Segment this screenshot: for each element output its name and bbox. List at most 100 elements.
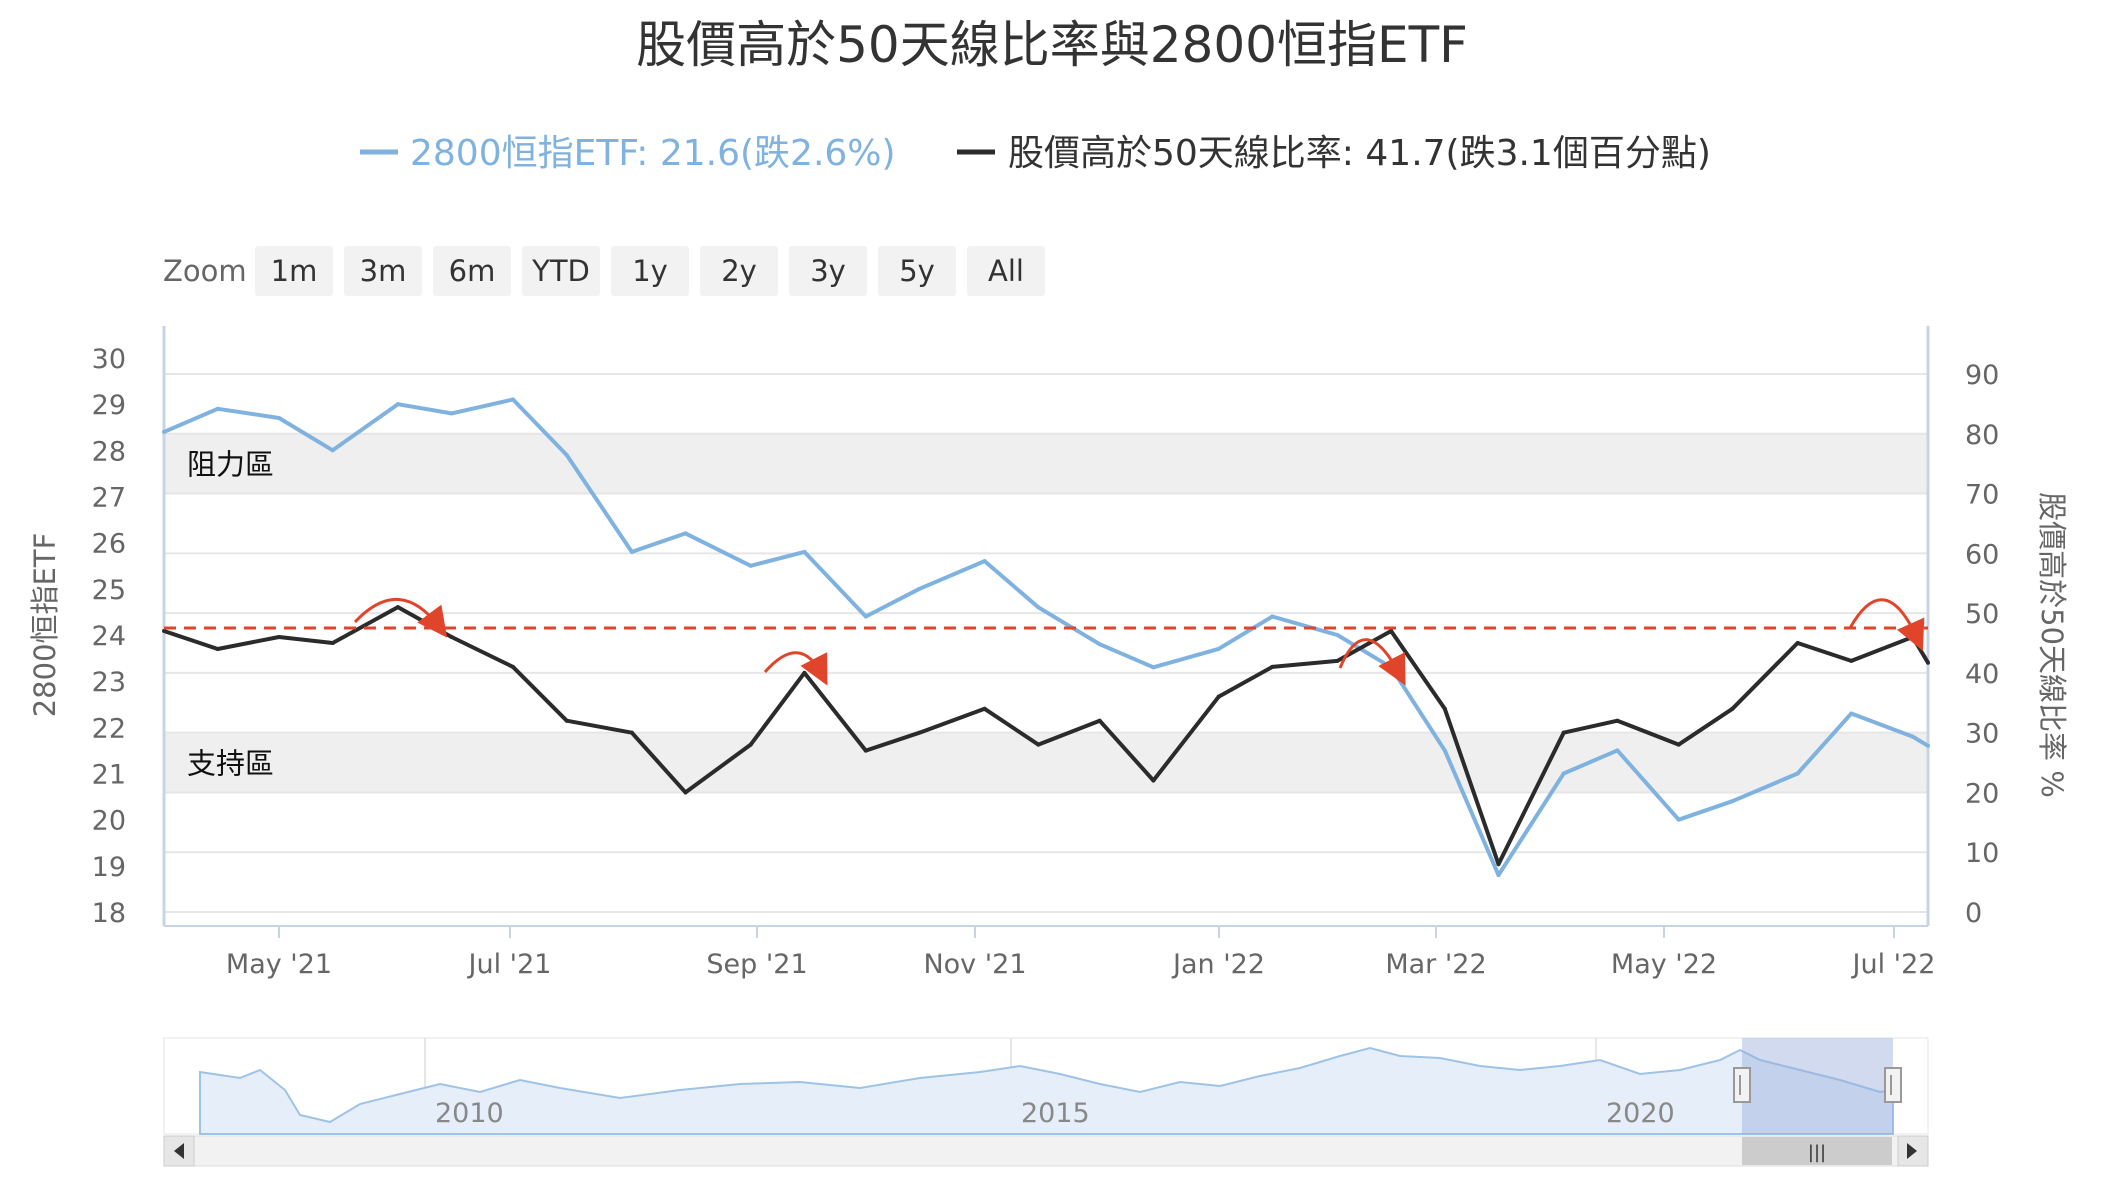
data-point-etf xyxy=(215,406,220,411)
legend-item-etf[interactable]: 2800恒指ETF: 21.6(跌2.6%) xyxy=(360,133,896,174)
y-right-tick-label: 60 xyxy=(1965,539,1999,570)
arrow-annotation-1 xyxy=(353,597,448,638)
zoom-button-bg xyxy=(700,246,778,296)
y-axis-left-title: 2800恒指ETF xyxy=(28,533,62,718)
zoom-button-bg xyxy=(522,246,600,296)
data-point-etf xyxy=(395,402,400,407)
data-point-ratio xyxy=(1335,658,1340,663)
data-point-etf xyxy=(1335,633,1340,637)
y-right-tick-label: 90 xyxy=(1965,360,1999,391)
navigator-handle-right[interactable] xyxy=(1884,1067,1902,1103)
zoom-button-label: All xyxy=(988,254,1024,288)
data-point-etf xyxy=(629,549,634,554)
x-tick-label: Sep '21 xyxy=(706,949,807,980)
zoom-button-bg xyxy=(344,246,422,296)
data-point-ratio xyxy=(1496,862,1501,867)
data-point-ratio xyxy=(449,635,454,640)
zoom-button-2y[interactable]: 2y xyxy=(700,246,778,296)
series-layer xyxy=(162,397,1930,878)
data-point-etf xyxy=(1926,743,1930,748)
arrow-annotation-2 xyxy=(763,651,828,686)
data-point-etf xyxy=(277,416,282,421)
data-point-ratio xyxy=(510,664,515,669)
data-point-ratio xyxy=(683,790,688,795)
data-point-etf xyxy=(162,429,166,434)
navigator[interactable]: 2010 2015 2020 xyxy=(163,1037,1929,1135)
scrollbar-thumb[interactable] xyxy=(1742,1137,1892,1165)
data-point-ratio xyxy=(1389,629,1394,634)
data-point-etf xyxy=(1561,771,1566,776)
data-point-ratio xyxy=(330,641,335,645)
zoom-label: Zoom xyxy=(163,254,247,288)
zoom-button-3y[interactable]: 3y xyxy=(789,246,867,296)
y-left-tick-label: 19 xyxy=(92,852,126,883)
data-point-ratio xyxy=(1910,635,1915,640)
scrollbar-right-arrow-icon xyxy=(1907,1143,1917,1159)
plot-background xyxy=(164,326,1928,926)
zoom-button-1y[interactable]: 1y xyxy=(611,246,689,296)
band-label: 阻力區 xyxy=(187,448,274,482)
legend-label-ratio: 股價高於50天線比率: 41.7(跌3.1個百分點) xyxy=(1008,133,1711,174)
scrollbar[interactable]: ||| xyxy=(163,1135,1929,1167)
data-point-etf xyxy=(1730,799,1735,804)
zoom-controls: Zoom 1m 3m 6m YTD 1y 2y 3y 5y All xyxy=(163,246,1045,296)
y-left-tick-label: 21 xyxy=(92,760,126,791)
data-point-ratio xyxy=(1216,694,1221,699)
zoom-button-6m[interactable]: 6m xyxy=(433,246,511,296)
scrollbar-left-arrow-icon xyxy=(174,1143,184,1159)
y-axis-right-title: 股價高於50天線比率 % xyxy=(2035,492,2069,798)
data-point-ratio xyxy=(564,718,569,723)
zoom-button-bg xyxy=(611,246,689,296)
series-line-ratio[interactable] xyxy=(163,605,1930,867)
data-point-ratio xyxy=(1795,641,1800,645)
zoom-button-1m[interactable]: 1m xyxy=(255,246,333,296)
scrollbar-left-button[interactable] xyxy=(163,1135,195,1167)
y-axis-left: 30 29 28 27 26 25 24 23 22 21 20 19 18 xyxy=(92,344,126,929)
zoom-button-all[interactable]: All xyxy=(967,246,1045,296)
data-point-ratio xyxy=(395,605,400,610)
data-point-ratio xyxy=(1036,742,1041,747)
zoom-button-bg xyxy=(789,246,867,296)
data-point-ratio xyxy=(748,742,753,747)
annotation-arrows xyxy=(353,597,1925,686)
zoom-button-5y[interactable]: 5y xyxy=(878,246,956,296)
data-point-etf xyxy=(917,586,922,591)
x-tick-label: May '21 xyxy=(226,949,332,980)
data-point-etf xyxy=(1849,711,1854,716)
data-point-etf xyxy=(449,411,454,416)
zoom-button-3m[interactable]: 3m xyxy=(344,246,422,296)
data-point-etf xyxy=(1389,665,1394,670)
data-point-ratio xyxy=(629,730,634,735)
x-tick-label: Nov '21 xyxy=(923,949,1026,980)
zoom-button-ytd[interactable]: YTD xyxy=(522,246,600,296)
zoom-buttons: 1m 3m 6m YTD 1y 2y 3y 5y All xyxy=(255,246,1045,296)
data-point-ratio xyxy=(917,730,922,735)
scrollbar-track[interactable] xyxy=(163,1135,1929,1167)
y-left-tick-label: 29 xyxy=(92,390,126,421)
data-point-ratio xyxy=(1849,658,1854,663)
zoom-button-bg xyxy=(255,246,333,296)
y-right-tick-label: 40 xyxy=(1965,659,1999,690)
data-point-ratio xyxy=(1730,706,1735,711)
series-line-etf[interactable] xyxy=(163,397,1930,878)
x-tick-label: May '22 xyxy=(1611,949,1717,980)
data-point-ratio xyxy=(215,646,220,651)
x-tick-label: Jan '22 xyxy=(1171,949,1265,980)
data-point-ratio xyxy=(1270,664,1275,669)
data-point-ratio xyxy=(1926,660,1930,665)
navigator-handle-left[interactable] xyxy=(1733,1067,1751,1103)
data-point-ratio xyxy=(863,748,868,753)
navigator-selected-range[interactable] xyxy=(1742,1038,1893,1134)
legend-item-ratio[interactable]: 股價高於50天線比率: 41.7(跌3.1個百分點) xyxy=(957,133,1711,174)
navigator-tick-label: 2010 xyxy=(435,1098,504,1129)
zoom-button-label: 1m xyxy=(271,254,318,288)
data-point-etf xyxy=(1151,665,1156,670)
data-point-ratio xyxy=(1442,706,1447,711)
data-point-etf xyxy=(982,559,987,564)
data-point-etf xyxy=(1615,748,1620,753)
y-left-tick-label: 20 xyxy=(92,806,126,837)
chart-title: 股價高於50天線比率與2800恒指ETF xyxy=(636,16,1468,74)
data-point-etf xyxy=(1442,748,1447,753)
navigator-tick-label: 2020 xyxy=(1606,1098,1675,1129)
zoom-button-label: 3y xyxy=(810,254,846,288)
